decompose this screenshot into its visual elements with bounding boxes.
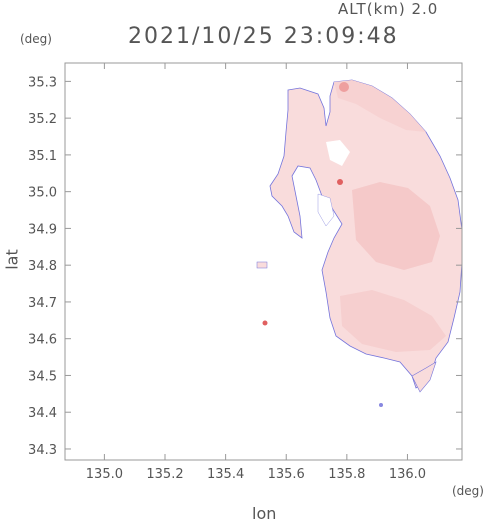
y-axis-unit: (deg) xyxy=(20,32,52,46)
echo-cell-north xyxy=(339,82,349,92)
y-tick-label: 34.6 xyxy=(28,333,57,348)
y-tick-label: 35.1 xyxy=(28,149,57,164)
timestamp-title: 2021/10/25 23:09:48 xyxy=(128,24,399,49)
x-tick-label: 135.2 xyxy=(146,467,183,482)
y-tick-label: 35.2 xyxy=(28,112,57,127)
x-tick-label: 135.0 xyxy=(86,467,123,482)
x-tick-label: 135.4 xyxy=(207,467,244,482)
x-axis-label: lon xyxy=(252,504,277,523)
echo-speck-south xyxy=(379,403,383,407)
echo-cell-center xyxy=(337,179,343,185)
echo-field xyxy=(256,79,463,407)
y-tick-label: 35.0 xyxy=(28,186,57,201)
echo-southern-tail xyxy=(411,361,437,393)
y-tick-label: 34.4 xyxy=(28,406,57,421)
plot-frame xyxy=(64,62,463,461)
echo-gap-inlet xyxy=(317,193,335,227)
x-tick-label: 135.6 xyxy=(268,467,305,482)
echo-gap-bay xyxy=(326,140,350,166)
echo-center-band xyxy=(352,182,440,270)
x-tick-label: 135.8 xyxy=(328,467,365,482)
y-tick-label: 34.3 xyxy=(28,443,57,458)
echo-cell-west xyxy=(262,320,268,326)
x-axis-unit: (deg) xyxy=(452,484,484,498)
echo-speck-west xyxy=(256,261,268,269)
y-tick-label: 34.5 xyxy=(28,369,57,384)
y-tick-label: 34.8 xyxy=(28,259,57,274)
y-tick-label: 34.7 xyxy=(28,296,57,311)
altitude-label: ALT(km) 2.0 xyxy=(338,0,439,18)
x-tick-label: 136.0 xyxy=(389,467,426,482)
echo-lower-band xyxy=(340,290,446,352)
y-tick-label: 35.3 xyxy=(28,75,57,90)
y-tick-label: 34.9 xyxy=(28,222,57,237)
x-ticks: 135.0 135.2 135.4 135.6 135.8 136.0 xyxy=(86,63,426,482)
y-ticks: 35.3 35.2 35.1 35.0 34.9 34.8 34.7 34.6 34.5 34.4… xyxy=(28,75,462,458)
echo-upper-band xyxy=(334,80,426,132)
